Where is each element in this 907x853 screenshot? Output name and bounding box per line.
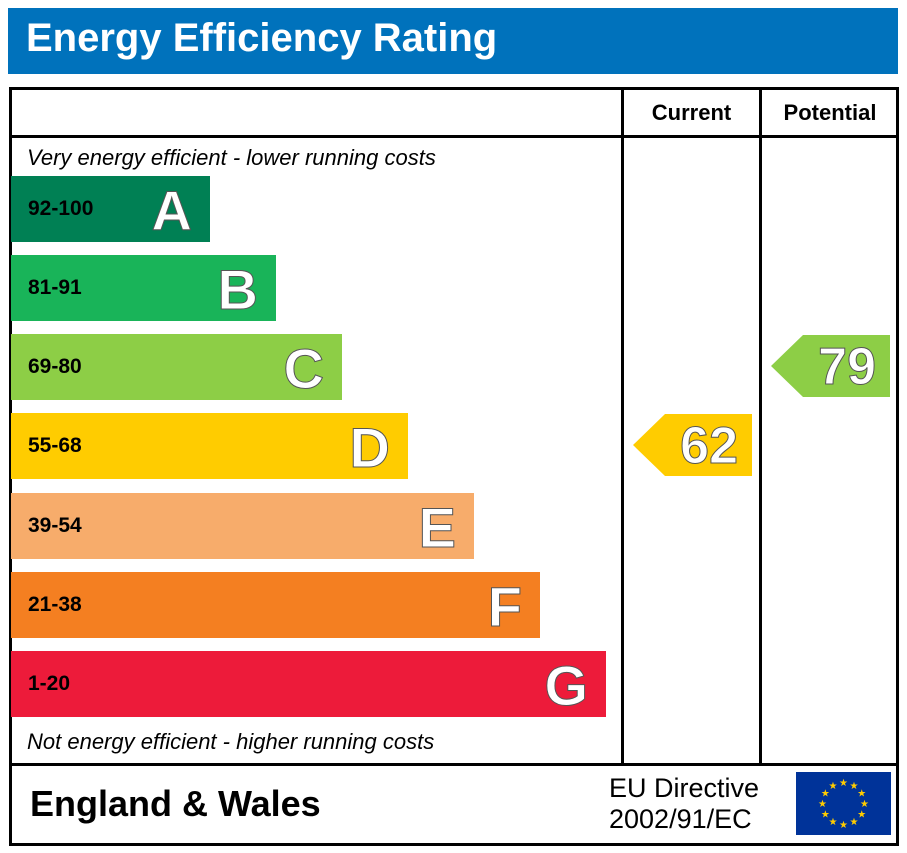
band-bar-f: 21-38 F — [11, 572, 540, 639]
band-letter: E — [418, 496, 456, 560]
band-letter: C — [283, 337, 324, 401]
svg-text:★: ★ — [860, 799, 869, 810]
current-rating-value: 62 — [680, 417, 739, 476]
svg-text:★: ★ — [857, 810, 866, 821]
footer-divider — [9, 763, 896, 766]
band-range: 39-54 — [28, 514, 82, 537]
band-letter: F — [487, 575, 522, 639]
svg-text:★: ★ — [850, 781, 859, 792]
svg-text:★: ★ — [850, 817, 859, 828]
band-letter: D — [349, 416, 390, 480]
band-letter: A — [151, 179, 192, 243]
title-bar: Energy Efficiency Rating — [8, 8, 898, 74]
band-range: 81-91 — [28, 276, 82, 299]
current-header: Current — [651, 100, 732, 125]
band-range: 55-68 — [28, 434, 82, 457]
band-bar-e: 39-54 E — [11, 493, 474, 560]
bottom-note: Not energy efficient - higher running co… — [27, 729, 435, 754]
header-divider — [9, 135, 896, 138]
band-bar-d: 55-68 D — [11, 413, 408, 480]
eu-flag-icon: ★ ★★★★★★★★★★★ — [796, 772, 891, 835]
band-range: 1-20 — [28, 672, 71, 695]
directive-line1: EU Directive — [609, 773, 760, 803]
svg-text:★: ★ — [839, 778, 848, 789]
potential-header: Potential — [783, 100, 877, 125]
svg-text:★: ★ — [839, 820, 848, 831]
band-range: 69-80 — [28, 355, 82, 378]
svg-text:★: ★ — [818, 799, 827, 810]
country-label: England & Wales — [30, 783, 321, 824]
svg-text:★: ★ — [829, 817, 838, 828]
band-bar-g: 1-20 G — [11, 651, 606, 718]
current-rating-arrow: 62 — [633, 414, 752, 476]
page-title: Energy Efficiency Rating — [26, 16, 498, 60]
band-letter: B — [217, 258, 258, 322]
svg-text:★: ★ — [829, 781, 838, 792]
directive-line2: 2002/91/EC — [609, 804, 752, 834]
band-range: 92-100 — [28, 197, 94, 220]
svg-text:★: ★ — [857, 789, 866, 800]
band-bar-c: 69-80 C — [11, 334, 342, 401]
band-bar-b: 81-91 B — [11, 255, 276, 322]
band-range: 21-38 — [28, 593, 82, 616]
column-divider — [759, 87, 762, 766]
eu-directive: EU Directive 2002/91/EC — [609, 773, 759, 835]
potential-rating-value: 79 — [818, 338, 877, 397]
potential-rating-arrow: 79 — [771, 335, 890, 397]
chart-frame — [9, 87, 899, 846]
svg-text:★: ★ — [821, 789, 830, 800]
column-divider — [621, 87, 624, 766]
band-letter: G — [544, 654, 589, 718]
top-note: Very energy efficient - lower running co… — [27, 145, 436, 170]
svg-text:★: ★ — [821, 810, 830, 821]
band-bar-a: 92-100 A — [11, 176, 210, 243]
